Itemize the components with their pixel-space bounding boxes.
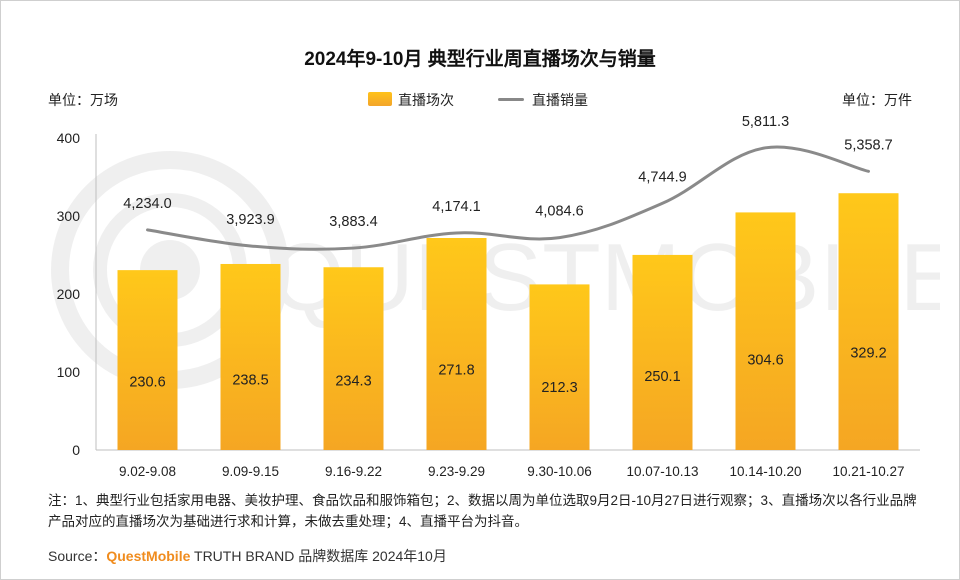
chart-title: 2024年9-10月 典型行业周直播场次与销量 — [304, 49, 656, 70]
x-tick-label: 9.30-10.06 — [527, 464, 592, 479]
line-value-label: 5,811.3 — [742, 114, 789, 130]
bar — [220, 263, 281, 450]
bar — [426, 237, 487, 450]
bar-value-label: 250.1 — [644, 369, 680, 385]
y-tick-label: 300 — [57, 208, 81, 224]
line-value-label: 5,358.7 — [844, 137, 892, 153]
legend-bar-swatch — [368, 92, 392, 106]
x-tick-label: 9.09-9.15 — [222, 464, 279, 479]
line-value-label: 3,883.4 — [329, 214, 377, 230]
x-tick-label: 10.07-10.13 — [626, 464, 698, 479]
bar — [632, 254, 693, 450]
x-tick-label: 9.16-9.22 — [325, 464, 382, 479]
y-tick-label: 200 — [57, 286, 81, 302]
left-unit-label: 单位：万场 — [48, 92, 118, 108]
legend-bar-label: 直播场次 — [398, 92, 454, 108]
source-brand: QuestMobile — [106, 548, 191, 564]
bar — [117, 270, 178, 450]
line-value-label: 4,234.0 — [123, 196, 171, 212]
bar-value-label: 238.5 — [232, 372, 268, 388]
y-tick-label: 100 — [57, 364, 81, 380]
line-value-label: 4,174.1 — [432, 199, 480, 215]
x-tick-label: 10.14-10.20 — [729, 464, 801, 479]
legend-line-label: 直播销量 — [532, 92, 588, 108]
line-value-label: 3,923.9 — [226, 212, 274, 228]
bar-value-label: 271.8 — [438, 362, 474, 378]
bar-value-label: 304.6 — [747, 353, 783, 369]
line-value-label: 4,084.6 — [535, 204, 583, 220]
bar — [323, 267, 384, 450]
line-value-label: 4,744.9 — [638, 169, 686, 185]
right-unit-label: 单位：万件 — [842, 92, 912, 108]
legend-line-swatch — [498, 98, 524, 101]
bar-value-label: 230.6 — [129, 375, 165, 391]
y-tick-label: 400 — [57, 130, 81, 146]
sales-line — [146, 145, 870, 251]
bar-value-label: 212.3 — [541, 380, 577, 396]
x-tick-label: 10.21-10.27 — [832, 464, 904, 479]
bar-value-label: 234.3 — [335, 374, 371, 390]
x-tick-label: 9.02-9.08 — [119, 464, 176, 479]
y-tick-label: 0 — [72, 442, 80, 458]
bar — [529, 284, 590, 450]
bar — [735, 212, 796, 450]
bar-value-label: 329.2 — [850, 345, 886, 361]
x-tick-label: 9.23-9.29 — [428, 464, 485, 479]
source-line: Source：QuestMobile TRUTH BRAND 品牌数据库 202… — [48, 546, 447, 566]
bar — [838, 193, 899, 450]
source-rest: TRUTH BRAND 品牌数据库 2024年10月 — [190, 548, 447, 564]
source-prefix: Source： — [48, 548, 107, 564]
footnote: 注：1、典型行业包括家用电器、美妆护理、食品饮品和服饰箱包；2、数据以周为单位选… — [48, 493, 917, 529]
